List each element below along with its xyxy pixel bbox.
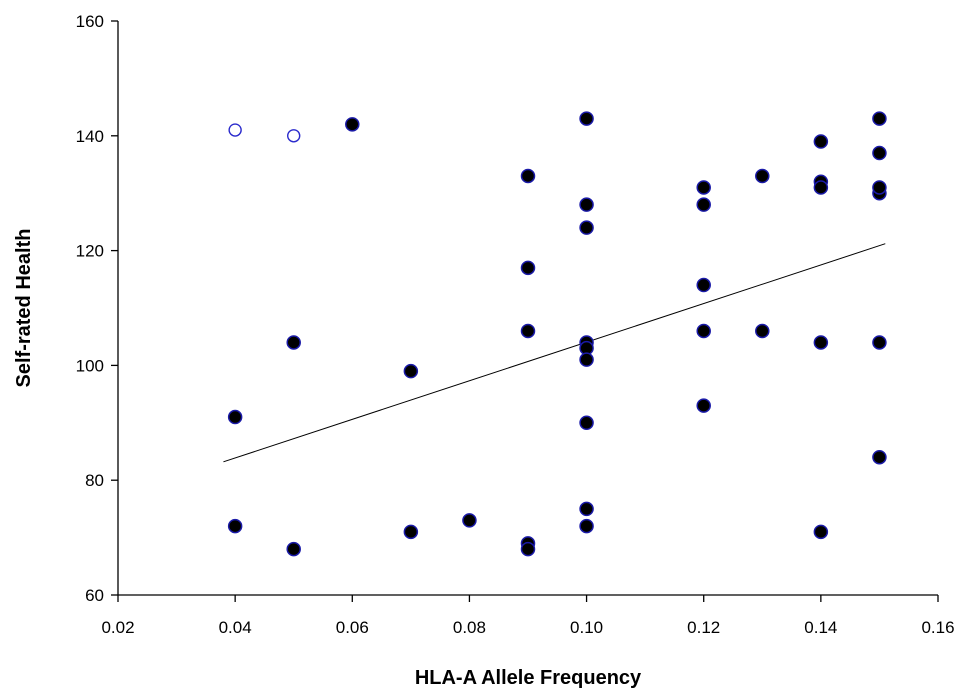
- data-point: [813, 180, 829, 195]
- y-tick-label: 80: [85, 471, 104, 490]
- data-point: [286, 335, 301, 350]
- x-tick-label: 0.10: [570, 618, 603, 637]
- outlier-point: [287, 129, 301, 143]
- data-point: [227, 409, 243, 425]
- data-point: [227, 518, 243, 534]
- y-axis-title: Self-rated Health: [13, 229, 35, 388]
- x-tick-label: 0.04: [219, 618, 252, 637]
- x-axis-title: HLA-A Allele Frequency: [415, 667, 642, 689]
- outlier-point: [228, 123, 242, 137]
- data-point: [520, 323, 536, 339]
- data-point: [520, 168, 536, 184]
- data-point: [579, 220, 594, 235]
- data-point: [286, 541, 301, 557]
- data-point: [872, 111, 887, 126]
- trendline: [223, 243, 886, 463]
- x-tick-label: 0.06: [336, 618, 369, 637]
- data-point: [755, 323, 770, 339]
- data-point: [520, 541, 536, 557]
- data-points: [227, 111, 887, 557]
- data-point: [872, 449, 887, 465]
- data-point: [403, 524, 419, 540]
- y-tick-label: 140: [76, 127, 104, 146]
- y-tick-label: 60: [85, 586, 104, 605]
- data-point: [520, 260, 536, 276]
- x-tick-label: 0.08: [453, 618, 486, 637]
- y-ticks: 60 80 100 120 140 160: [76, 12, 118, 605]
- data-point: [813, 335, 829, 350]
- data-point: [872, 180, 887, 195]
- x-ticks: 0.02 0.04 0.06 0.08 0.10 0.12 0.14 0.16: [101, 595, 955, 637]
- data-point: [696, 197, 711, 212]
- data-point: [403, 363, 419, 379]
- data-point: [696, 323, 711, 339]
- data-point: [579, 501, 594, 517]
- axes: [117, 21, 938, 596]
- data-point: [579, 415, 594, 431]
- data-point: [462, 513, 477, 528]
- data-point: [579, 518, 594, 534]
- data-point: [345, 117, 360, 132]
- data-point: [872, 335, 887, 350]
- data-point: [696, 277, 711, 293]
- y-tick-label: 120: [76, 242, 104, 261]
- data-point: [813, 134, 829, 149]
- x-tick-label: 0.02: [101, 618, 134, 637]
- data-point: [755, 168, 770, 184]
- data-point: [696, 398, 711, 413]
- data-point: [813, 524, 829, 540]
- data-point: [579, 111, 594, 126]
- data-point: [696, 180, 711, 195]
- data-point: [579, 352, 594, 367]
- y-tick-label: 160: [76, 12, 104, 31]
- data-point: [872, 145, 887, 161]
- x-tick-label: 0.16: [921, 618, 954, 637]
- x-tick-label: 0.14: [804, 618, 837, 637]
- data-point: [579, 197, 594, 212]
- y-tick-label: 100: [76, 356, 104, 375]
- x-tick-label: 0.12: [687, 618, 720, 637]
